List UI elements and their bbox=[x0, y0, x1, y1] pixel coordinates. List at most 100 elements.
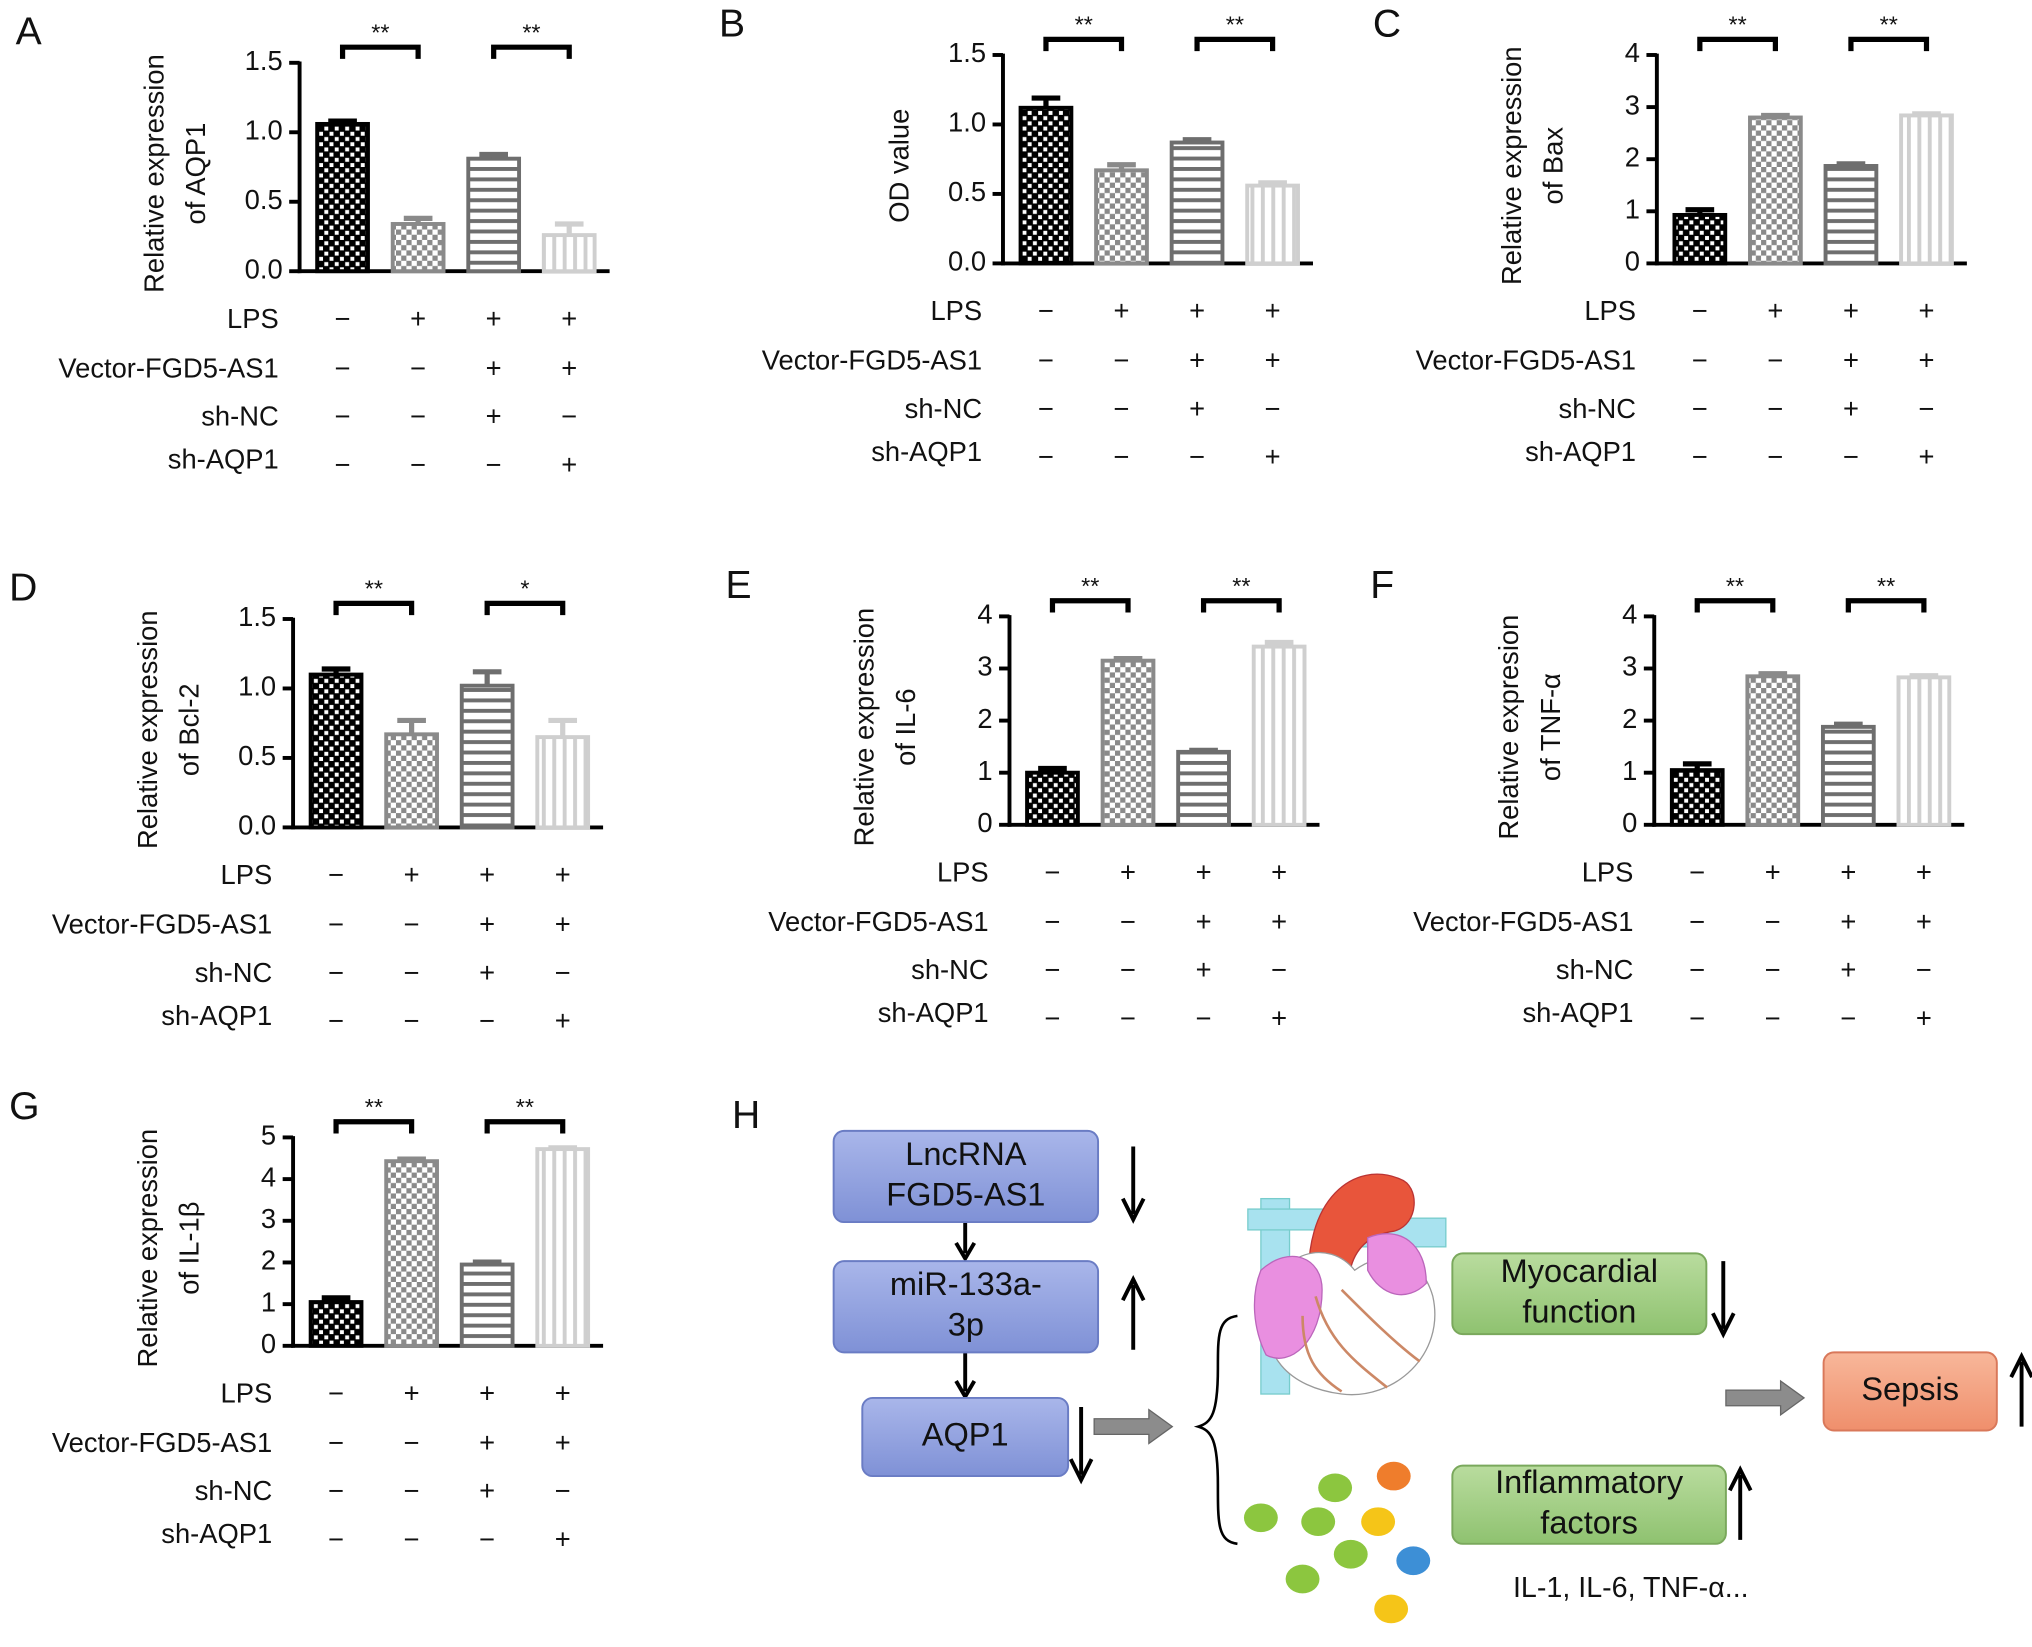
node-label: LncRNA bbox=[905, 1136, 1026, 1172]
condition-sign: + bbox=[479, 859, 495, 890]
condition-sign: + bbox=[1189, 345, 1205, 376]
panel-letter: F bbox=[1370, 564, 1394, 607]
y-axis-label: of IL-1β bbox=[174, 1202, 205, 1295]
diagram-note: IL-1, IL-6, TNF-α... bbox=[1513, 1572, 1749, 1604]
error-bar bbox=[397, 1156, 426, 1162]
factor-dots bbox=[1243, 1461, 1431, 1624]
significance-bracket bbox=[339, 44, 421, 59]
condition-sign: − bbox=[328, 1523, 344, 1554]
y-tick-label: 3 bbox=[1625, 89, 1640, 120]
bar bbox=[1245, 183, 1300, 266]
condition-sign: + bbox=[1840, 954, 1856, 985]
condition-label: LPS bbox=[227, 303, 279, 334]
condition-sign: − bbox=[1692, 441, 1708, 472]
condition-sign: + bbox=[561, 449, 577, 480]
condition-label: sh-AQP1 bbox=[168, 444, 279, 475]
condition-sign: − bbox=[1114, 393, 1130, 424]
condition-sign: + bbox=[1189, 295, 1205, 326]
condition-label: sh-AQP1 bbox=[871, 436, 982, 467]
error-bar bbox=[1834, 721, 1863, 727]
condition-label: Vector-FGD5-AS1 bbox=[768, 906, 988, 937]
condition-sign: + bbox=[1271, 906, 1287, 937]
y-tick-label: 5 bbox=[261, 1120, 276, 1151]
condition-sign: + bbox=[555, 1378, 571, 1409]
condition-sign: − bbox=[1120, 954, 1136, 985]
bar bbox=[1820, 724, 1876, 827]
y-axis-label: Relative expression bbox=[1496, 46, 1527, 285]
condition-label: sh-NC bbox=[201, 401, 278, 432]
condition-sign: + bbox=[479, 909, 495, 940]
condition-sign: − bbox=[555, 957, 571, 988]
panel-letter: G bbox=[9, 1085, 39, 1128]
condition-sign: − bbox=[1044, 906, 1060, 937]
condition-sign: + bbox=[1843, 295, 1859, 326]
y-tick-label: 0.5 bbox=[245, 184, 283, 215]
block-arrows bbox=[1093, 1379, 1806, 1445]
condition-sign: − bbox=[1689, 954, 1705, 985]
condition-sign: − bbox=[328, 957, 344, 988]
significance-label: * bbox=[520, 576, 529, 602]
condition-sign: − bbox=[1765, 954, 1781, 985]
error-bar bbox=[1189, 747, 1218, 753]
y-tick-label: 0.0 bbox=[245, 253, 283, 284]
y-tick-label: 2 bbox=[261, 1245, 276, 1276]
condition-sign: + bbox=[479, 1475, 495, 1506]
condition-sign: − bbox=[1692, 393, 1708, 424]
y-tick-label: 0.5 bbox=[238, 740, 276, 771]
diagram-arrows bbox=[954, 1146, 2032, 1546]
condition-sign: − bbox=[1044, 857, 1060, 888]
condition-sign: + bbox=[479, 1378, 495, 1409]
condition-label: LPS bbox=[1582, 857, 1634, 888]
panel-letter: C bbox=[1373, 3, 1401, 46]
significance-label: ** bbox=[1075, 12, 1093, 38]
bar bbox=[1018, 105, 1074, 266]
condition-label: LPS bbox=[221, 1378, 273, 1409]
condition-sign: + bbox=[1767, 295, 1783, 326]
condition-label: sh-AQP1 bbox=[161, 1518, 272, 1549]
bar bbox=[459, 1262, 515, 1348]
significance-bracket bbox=[1043, 36, 1125, 52]
condition-sign: − bbox=[1689, 906, 1705, 937]
y-tick-label: 1 bbox=[977, 755, 992, 786]
bar bbox=[1169, 140, 1225, 266]
condition-sign: + bbox=[1919, 345, 1935, 376]
y-tick-label: 2 bbox=[1622, 703, 1637, 734]
error-bar bbox=[1761, 112, 1790, 119]
error-bar bbox=[1113, 655, 1143, 662]
significance-bracket bbox=[333, 1119, 415, 1134]
significance-bracket bbox=[484, 600, 566, 616]
condition-sign: + bbox=[1114, 295, 1130, 326]
condition-label: sh-AQP1 bbox=[161, 1000, 272, 1031]
bar bbox=[390, 222, 446, 274]
bar bbox=[541, 233, 597, 274]
y-axis-label: OD value bbox=[884, 109, 915, 223]
error-bar bbox=[1264, 639, 1294, 647]
significance-label: ** bbox=[1081, 573, 1099, 599]
significance-label: ** bbox=[365, 1094, 383, 1120]
condition-label: sh-NC bbox=[905, 393, 982, 424]
y-tick-label: 1.0 bbox=[948, 107, 986, 138]
y-tick-label: 0.0 bbox=[238, 810, 276, 841]
bar bbox=[535, 735, 591, 830]
condition-sign: − bbox=[1189, 441, 1205, 472]
condition-sign: + bbox=[1916, 906, 1932, 937]
significance-bracket bbox=[1848, 36, 1930, 52]
y-axis-label: Relative expression bbox=[132, 610, 163, 849]
error-bar bbox=[1685, 207, 1715, 215]
condition-sign: − bbox=[1038, 393, 1054, 424]
condition-sign: + bbox=[410, 303, 426, 334]
condition-sign: + bbox=[1843, 345, 1859, 376]
error-bar bbox=[1836, 161, 1866, 167]
y-tick-label: 0.0 bbox=[948, 246, 986, 277]
significance-bracket bbox=[333, 600, 415, 616]
condition-sign: − bbox=[1689, 857, 1705, 888]
condition-sign: − bbox=[1038, 441, 1054, 472]
condition-label: Vector-FGD5-AS1 bbox=[52, 909, 272, 940]
bar bbox=[535, 1147, 591, 1348]
error-bar bbox=[397, 717, 426, 735]
condition-sign: + bbox=[555, 859, 571, 890]
condition-sign: − bbox=[1044, 954, 1060, 985]
condition-sign: − bbox=[1767, 345, 1783, 376]
condition-sign: − bbox=[328, 1475, 344, 1506]
condition-sign: + bbox=[1916, 857, 1932, 888]
